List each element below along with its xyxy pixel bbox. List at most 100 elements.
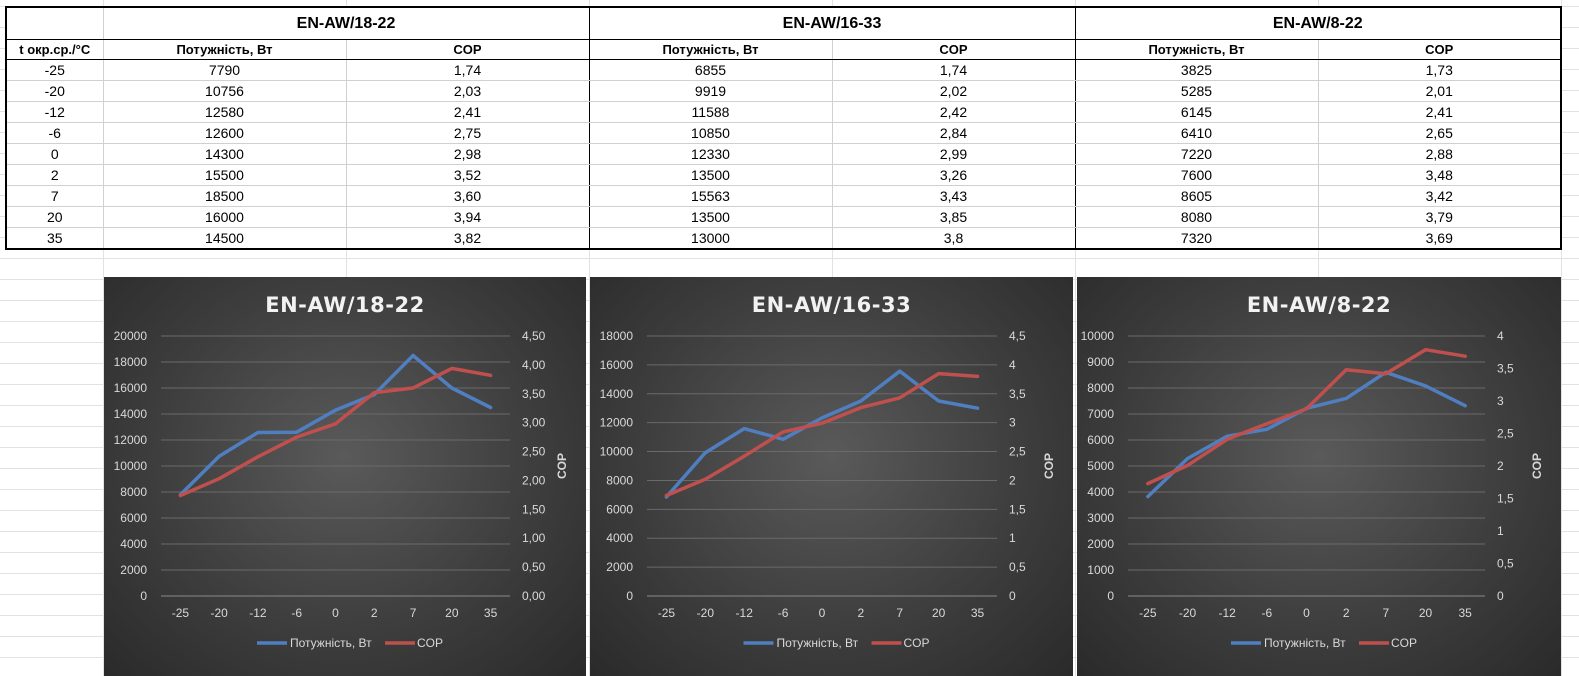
power-cell[interactable]: 6145	[1074, 101, 1319, 123]
cop-cell[interactable]: 2,02	[832, 80, 1076, 102]
x-tick-label: 2	[1343, 606, 1350, 620]
power-cell[interactable]: 13500	[588, 164, 833, 186]
legend-cop-label: COP	[417, 636, 443, 650]
x-tick-label: -20	[697, 606, 715, 620]
cop-cell[interactable]: 2,99	[832, 143, 1076, 165]
legend-cop-label: COP	[904, 636, 930, 650]
power-cell[interactable]: 9919	[588, 80, 833, 102]
temp-cell[interactable]: 0	[6, 143, 104, 165]
power-cell[interactable]: 13000	[588, 227, 833, 250]
cop-cell[interactable]: 3,8	[832, 227, 1076, 250]
chart-title: EN-AW/18-22	[265, 293, 424, 317]
y-left-tick-label: 3000	[1087, 511, 1114, 525]
power-cell[interactable]: 12600	[102, 122, 347, 144]
y-right-axis-title: COP	[1530, 453, 1544, 479]
cop-cell[interactable]: 3,43	[832, 185, 1076, 207]
power-cell[interactable]: 12580	[102, 101, 347, 123]
power-column-header[interactable]: Потужність, Вт	[588, 39, 833, 60]
cop-cell[interactable]: 3,26	[832, 164, 1076, 186]
power-cell[interactable]: 18500	[102, 185, 347, 207]
y-right-tick-label: 4	[1009, 358, 1016, 372]
y-right-tick-label: 3	[1009, 416, 1016, 430]
power-cell[interactable]: 13500	[588, 206, 833, 228]
power-cell[interactable]: 16000	[102, 206, 347, 228]
cop-cell[interactable]: 2,98	[346, 143, 590, 165]
cop-column-header[interactable]: COP	[832, 39, 1076, 60]
temp-cell[interactable]: -25	[6, 59, 104, 81]
table-row: 35 14500 3,82 13000 3,8 7320 3,69	[6, 227, 1562, 250]
x-tick-label: 7	[1382, 606, 1389, 620]
temp-column-header[interactable]: t окр.ср./°C	[6, 39, 104, 60]
chart-title: EN-AW/16-33	[752, 293, 911, 317]
power-cell[interactable]: 10850	[588, 122, 833, 144]
cop-cell[interactable]: 3,82	[346, 227, 590, 250]
temp-cell[interactable]: -12	[6, 101, 104, 123]
cop-cell[interactable]: 3,94	[346, 206, 590, 228]
cop-series-line	[178, 366, 493, 498]
y-right-tick-label: 1,00	[522, 531, 546, 545]
model-header[interactable]: EN-AW/8-22	[1074, 7, 1562, 40]
y-left-tick-label: 12000	[114, 433, 148, 447]
cop-cell[interactable]: 3,60	[346, 185, 590, 207]
cop-cell[interactable]: 2,41	[346, 101, 590, 123]
power-cell[interactable]: 7320	[1074, 227, 1319, 250]
cop-cell[interactable]: 2,65	[1318, 122, 1562, 144]
y-right-tick-label: 3,00	[522, 416, 546, 430]
cop-cell[interactable]: 2,03	[346, 80, 590, 102]
power-cell[interactable]: 15563	[588, 185, 833, 207]
cop-cell[interactable]: 3,79	[1318, 206, 1562, 228]
temp-cell[interactable]: -20	[6, 80, 104, 102]
x-tick-label: 7	[896, 606, 903, 620]
cop-cell[interactable]: 2,42	[832, 101, 1076, 123]
cop-cell[interactable]: 3,48	[1318, 164, 1562, 186]
chart-en-aw-8-22[interactable]: EN-AW/8-22 0 1000 2000 3000 4000 5000 6000 7000 8…	[1077, 277, 1561, 676]
chart-en-aw-18-22[interactable]: EN-AW/18-22 0 2000 4000 6000 8000 10000 12000 14…	[104, 277, 586, 676]
y-right-tick-label: 2	[1009, 473, 1016, 487]
power-cell[interactable]: 7220	[1074, 143, 1319, 165]
power-cell[interactable]: 8080	[1074, 206, 1319, 228]
x-tick-label: -12	[736, 606, 754, 620]
cop-cell[interactable]: 1,74	[346, 59, 590, 81]
model-header[interactable]: EN-AW/18-22	[102, 7, 590, 40]
power-cell[interactable]: 6855	[588, 59, 833, 81]
power-cell[interactable]: 8605	[1074, 185, 1319, 207]
cop-column-header[interactable]: COP	[1318, 39, 1562, 60]
temp-cell[interactable]: -6	[6, 122, 104, 144]
power-cell[interactable]: 12330	[588, 143, 833, 165]
cop-cell[interactable]: 1,74	[832, 59, 1076, 81]
power-cell[interactable]: 6410	[1074, 122, 1319, 144]
y-left-tick-label: 16000	[600, 358, 634, 372]
cop-cell[interactable]: 3,42	[1318, 185, 1562, 207]
cop-cell[interactable]: 2,88	[1318, 143, 1562, 165]
cop-column-header[interactable]: COP	[346, 39, 590, 60]
cop-cell[interactable]: 3,69	[1318, 227, 1562, 250]
power-cell[interactable]: 15500	[102, 164, 347, 186]
power-cell[interactable]: 5285	[1074, 80, 1319, 102]
chart-en-aw-16-33[interactable]: EN-AW/16-33 0 2000 4000 6000 8000 10000 12000 14…	[590, 277, 1073, 676]
table-row: 20 16000 3,94 13500 3,85 8080 3,79	[6, 206, 1562, 228]
power-cell[interactable]: 10756	[102, 80, 347, 102]
power-cell[interactable]: 11588	[588, 101, 833, 123]
power-column-header[interactable]: Потужність, Вт	[1074, 39, 1319, 60]
power-cell[interactable]: 7600	[1074, 164, 1319, 186]
y-right-tick-label: 2,5	[1009, 445, 1026, 459]
temp-cell[interactable]: 7	[6, 185, 104, 207]
temp-cell[interactable]: 2	[6, 164, 104, 186]
temp-cell[interactable]: 35	[6, 227, 104, 250]
cop-cell[interactable]: 2,41	[1318, 101, 1562, 123]
temp-cell[interactable]: 20	[6, 206, 104, 228]
power-column-header[interactable]: Потужність, Вт	[102, 39, 347, 60]
y-left-tick-label: 0	[140, 589, 147, 603]
model-header[interactable]: EN-AW/16-33	[588, 7, 1076, 40]
cop-cell[interactable]: 2,84	[832, 122, 1076, 144]
power-cell[interactable]: 3825	[1074, 59, 1319, 81]
power-cell[interactable]: 14300	[102, 143, 347, 165]
cop-cell[interactable]: 2,01	[1318, 80, 1562, 102]
cop-cell[interactable]: 2,75	[346, 122, 590, 144]
corner-cell	[6, 7, 104, 40]
cop-cell[interactable]: 3,85	[832, 206, 1076, 228]
cop-cell[interactable]: 1,73	[1318, 59, 1562, 81]
power-cell[interactable]: 7790	[102, 59, 347, 81]
cop-cell[interactable]: 3,52	[346, 164, 590, 186]
power-cell[interactable]: 14500	[102, 227, 347, 250]
